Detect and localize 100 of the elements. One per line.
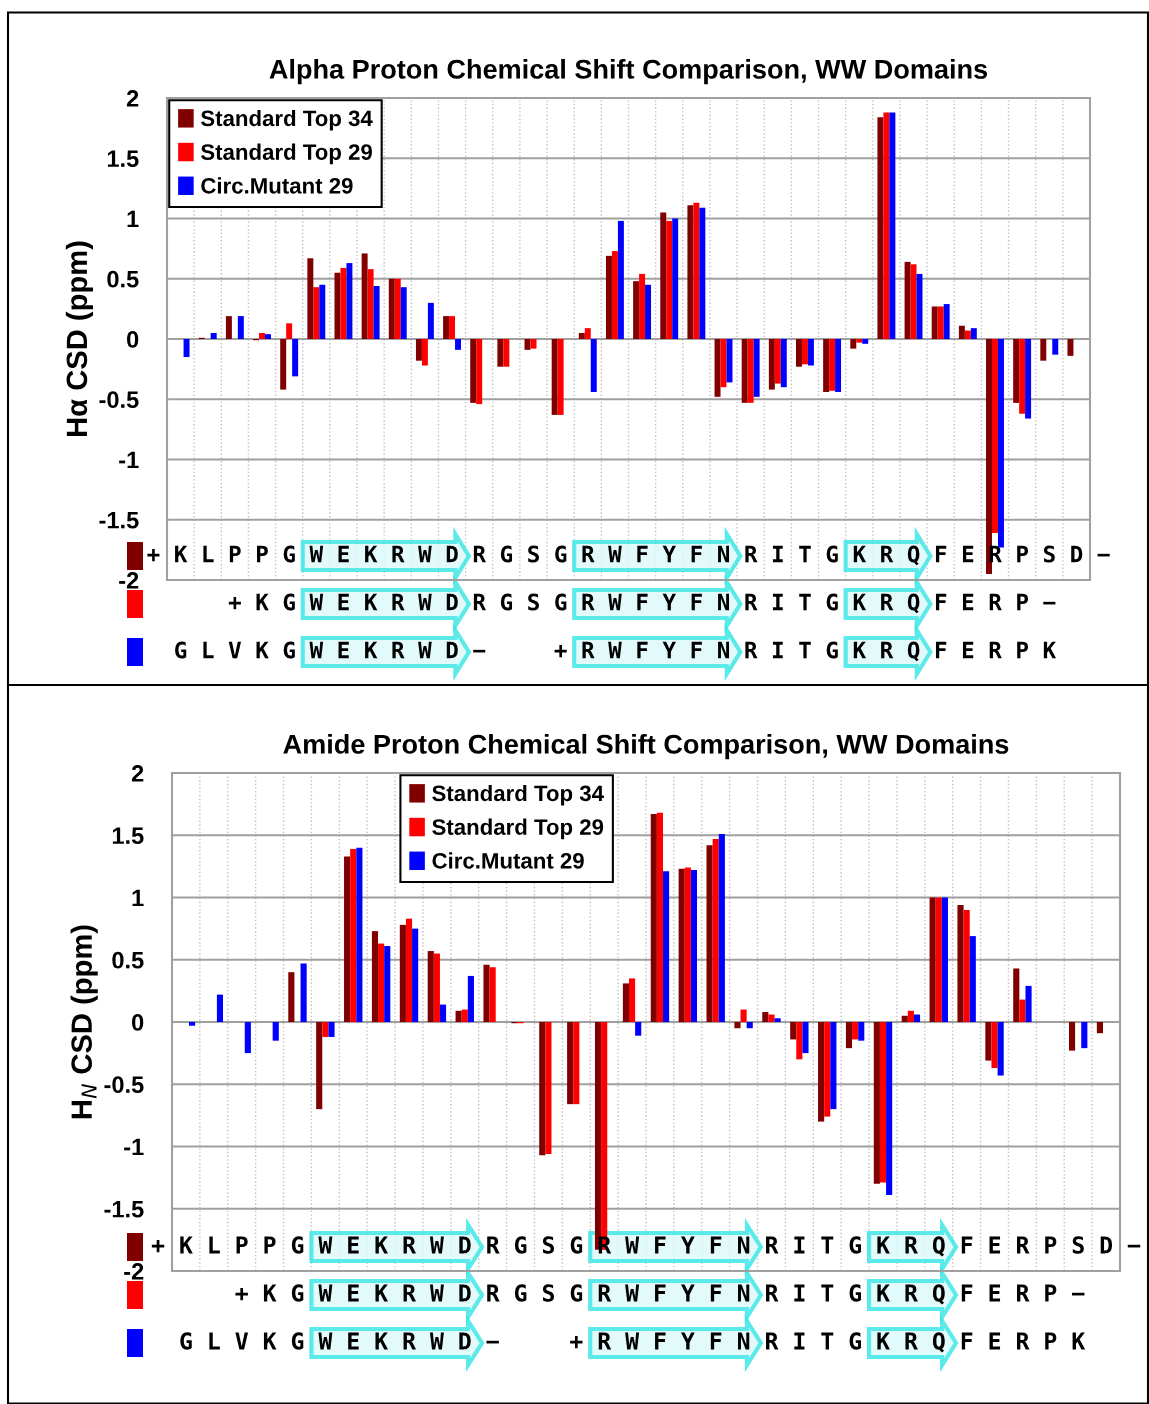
bar [931,306,938,339]
bar [714,339,721,397]
y-tick-label: -1 [124,1138,144,1156]
bar [929,897,936,1022]
bar [802,1022,809,1054]
bar [969,936,976,1022]
bar [768,1014,775,1022]
bar [237,316,244,339]
bar [476,339,483,405]
bar [958,325,965,339]
bar [489,967,496,1022]
bar [1025,339,1032,419]
bar [280,339,287,390]
bar [672,218,679,339]
bar [830,1022,837,1110]
bar [628,978,636,1022]
bar [656,812,664,1022]
bar [858,1022,865,1041]
bar [467,975,474,1022]
bar [388,278,395,339]
bar [862,339,869,344]
bar [992,339,998,534]
bar [292,339,299,377]
bar [684,867,691,1022]
bar [690,870,698,1022]
bar [361,253,368,339]
bar [997,1022,1004,1076]
bar [699,207,706,339]
bar [901,1015,908,1022]
bar [356,847,363,1022]
bar [573,1022,580,1105]
bar [650,814,657,1022]
bar [605,255,612,339]
bar [913,1014,921,1022]
legend-label: Standard Top 34 [432,784,604,806]
bar [774,339,781,384]
bar [259,332,265,339]
bar [829,339,836,391]
bar [443,316,450,339]
y-tick-label: 0.5 [107,270,139,288]
bar [991,1022,998,1069]
bar [1096,1022,1103,1034]
bar [344,856,351,1022]
bar [852,1022,859,1040]
bar [937,306,944,339]
text: G L V K G W E K R W D − + R W F Y F N R I T G K R Q F E R P K [180,1332,1086,1353]
bar [985,1022,992,1061]
bar [225,316,232,339]
bar [886,1022,893,1196]
bar [879,1022,887,1183]
bar [706,845,713,1022]
y-tick-label: -1 [119,451,139,469]
bar [964,330,971,339]
bar [378,943,385,1022]
bar [663,871,670,1022]
bar [189,1022,196,1026]
bar [1013,968,1020,1022]
bar [346,263,353,339]
bar [611,251,618,339]
bar [590,339,597,393]
bar [545,1022,552,1154]
bar [622,983,629,1022]
bar [645,284,652,339]
bar [421,339,428,366]
bar [272,1022,279,1041]
bar [449,316,456,339]
text: + K G W E K R W D R G S G R W F Y F N R I T G K R Q F E R P − [235,1284,1085,1305]
bar [433,953,440,1022]
y-tick-label: 1.5 [107,150,139,168]
y-tick-label: 0.5 [112,951,144,969]
bar [718,834,725,1022]
bar [801,339,808,365]
bar [567,1022,574,1105]
y-tick-label: 2 [126,90,139,107]
bar [904,261,911,339]
bar [678,868,685,1022]
y-tick-label: -1.5 [104,1201,144,1218]
bar [313,287,320,339]
legend-label: Standard Top 29 [200,143,372,165]
bar [734,1022,741,1029]
bar [210,332,217,339]
bar [1019,999,1026,1022]
bar [970,328,977,339]
y-axis-title: Hα CSD (ppm) [65,241,93,436]
bar [1068,1022,1076,1051]
bar [470,339,477,403]
bar [873,1022,880,1184]
bar [746,1022,753,1029]
bar [741,339,748,403]
bar [455,339,461,350]
bar [660,212,667,339]
bar [877,117,884,339]
legend-label: Standard Top 29 [432,818,604,840]
bar [712,838,719,1022]
bar [319,284,326,339]
bar [633,281,640,339]
y-axis-title: H$_{N}$ CSD (ppm) [70,925,98,1119]
bar [790,1022,797,1040]
bar [183,339,190,358]
y-tick-label: 1.5 [112,827,144,845]
